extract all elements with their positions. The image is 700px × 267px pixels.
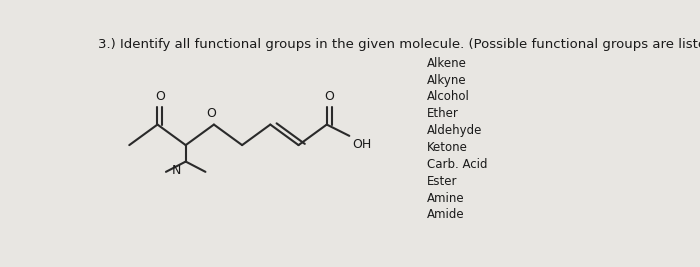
Text: Carb. Acid: Carb. Acid	[426, 158, 487, 171]
Text: Ester: Ester	[426, 175, 457, 188]
Text: Ether: Ether	[426, 107, 459, 120]
Text: O: O	[324, 90, 334, 103]
Text: OH: OH	[353, 138, 372, 151]
Text: 3.) Identify all functional groups in the given molecule. (Possible functional g: 3.) Identify all functional groups in th…	[98, 38, 700, 51]
Text: N: N	[172, 164, 181, 176]
Text: Aldehyde: Aldehyde	[426, 124, 482, 137]
Text: O: O	[155, 90, 165, 103]
Text: O: O	[206, 107, 216, 120]
Text: Alkyne: Alkyne	[426, 74, 466, 87]
Text: Alkene: Alkene	[426, 57, 466, 70]
Text: Ketone: Ketone	[426, 141, 468, 154]
Text: Alcohol: Alcohol	[426, 91, 470, 103]
Text: Amide: Amide	[426, 209, 464, 221]
Text: Amine: Amine	[426, 192, 464, 205]
